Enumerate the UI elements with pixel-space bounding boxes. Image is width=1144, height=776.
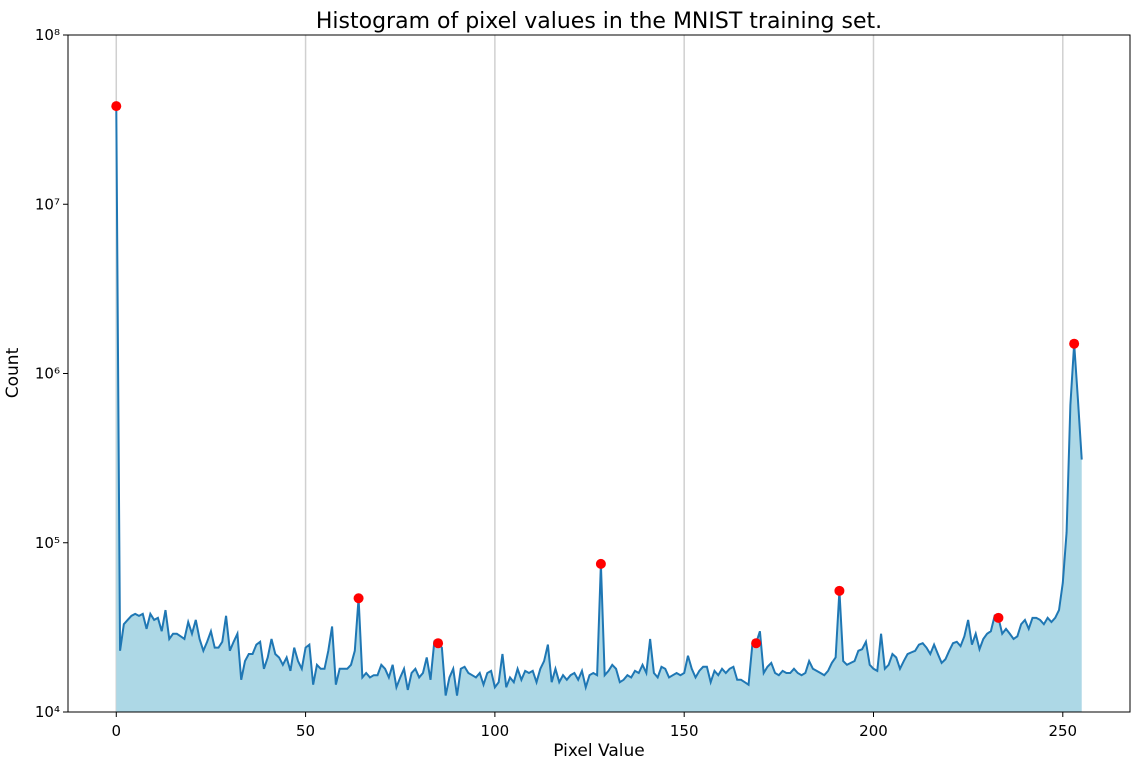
peak-marker — [834, 585, 845, 596]
line — [115, 106, 1083, 696]
peak-marker — [111, 101, 122, 112]
x-axis-label: Pixel Value — [553, 741, 644, 761]
peak-marker — [353, 593, 364, 604]
area — [116, 106, 1082, 713]
y-tick-label: 10⁷ — [35, 195, 60, 213]
x-tick-label: 50 — [296, 722, 315, 740]
y-tick-label: 10⁶ — [35, 365, 60, 383]
plot-frame — [67, 34, 1131, 713]
y-tick-label: 10⁵ — [35, 534, 60, 552]
peak-marker — [595, 558, 606, 569]
x-tick-label: 150 — [670, 722, 699, 740]
y-axis-label: Count — [3, 347, 23, 398]
peak-marker — [751, 638, 762, 649]
x-tick-label: 250 — [1048, 722, 1077, 740]
peak-marker — [993, 612, 1004, 623]
x-tick-label: 200 — [859, 722, 888, 740]
chart-title: Histogram of pixel values in the MNIST t… — [316, 9, 882, 34]
y-tick-label: 10⁸ — [35, 26, 60, 44]
x-tick-label: 0 — [111, 722, 121, 740]
y-tick-label: 10⁴ — [35, 703, 60, 721]
x-tick-label: 100 — [481, 722, 510, 740]
peak-marker — [433, 638, 444, 649]
peak-marker — [1069, 338, 1080, 349]
